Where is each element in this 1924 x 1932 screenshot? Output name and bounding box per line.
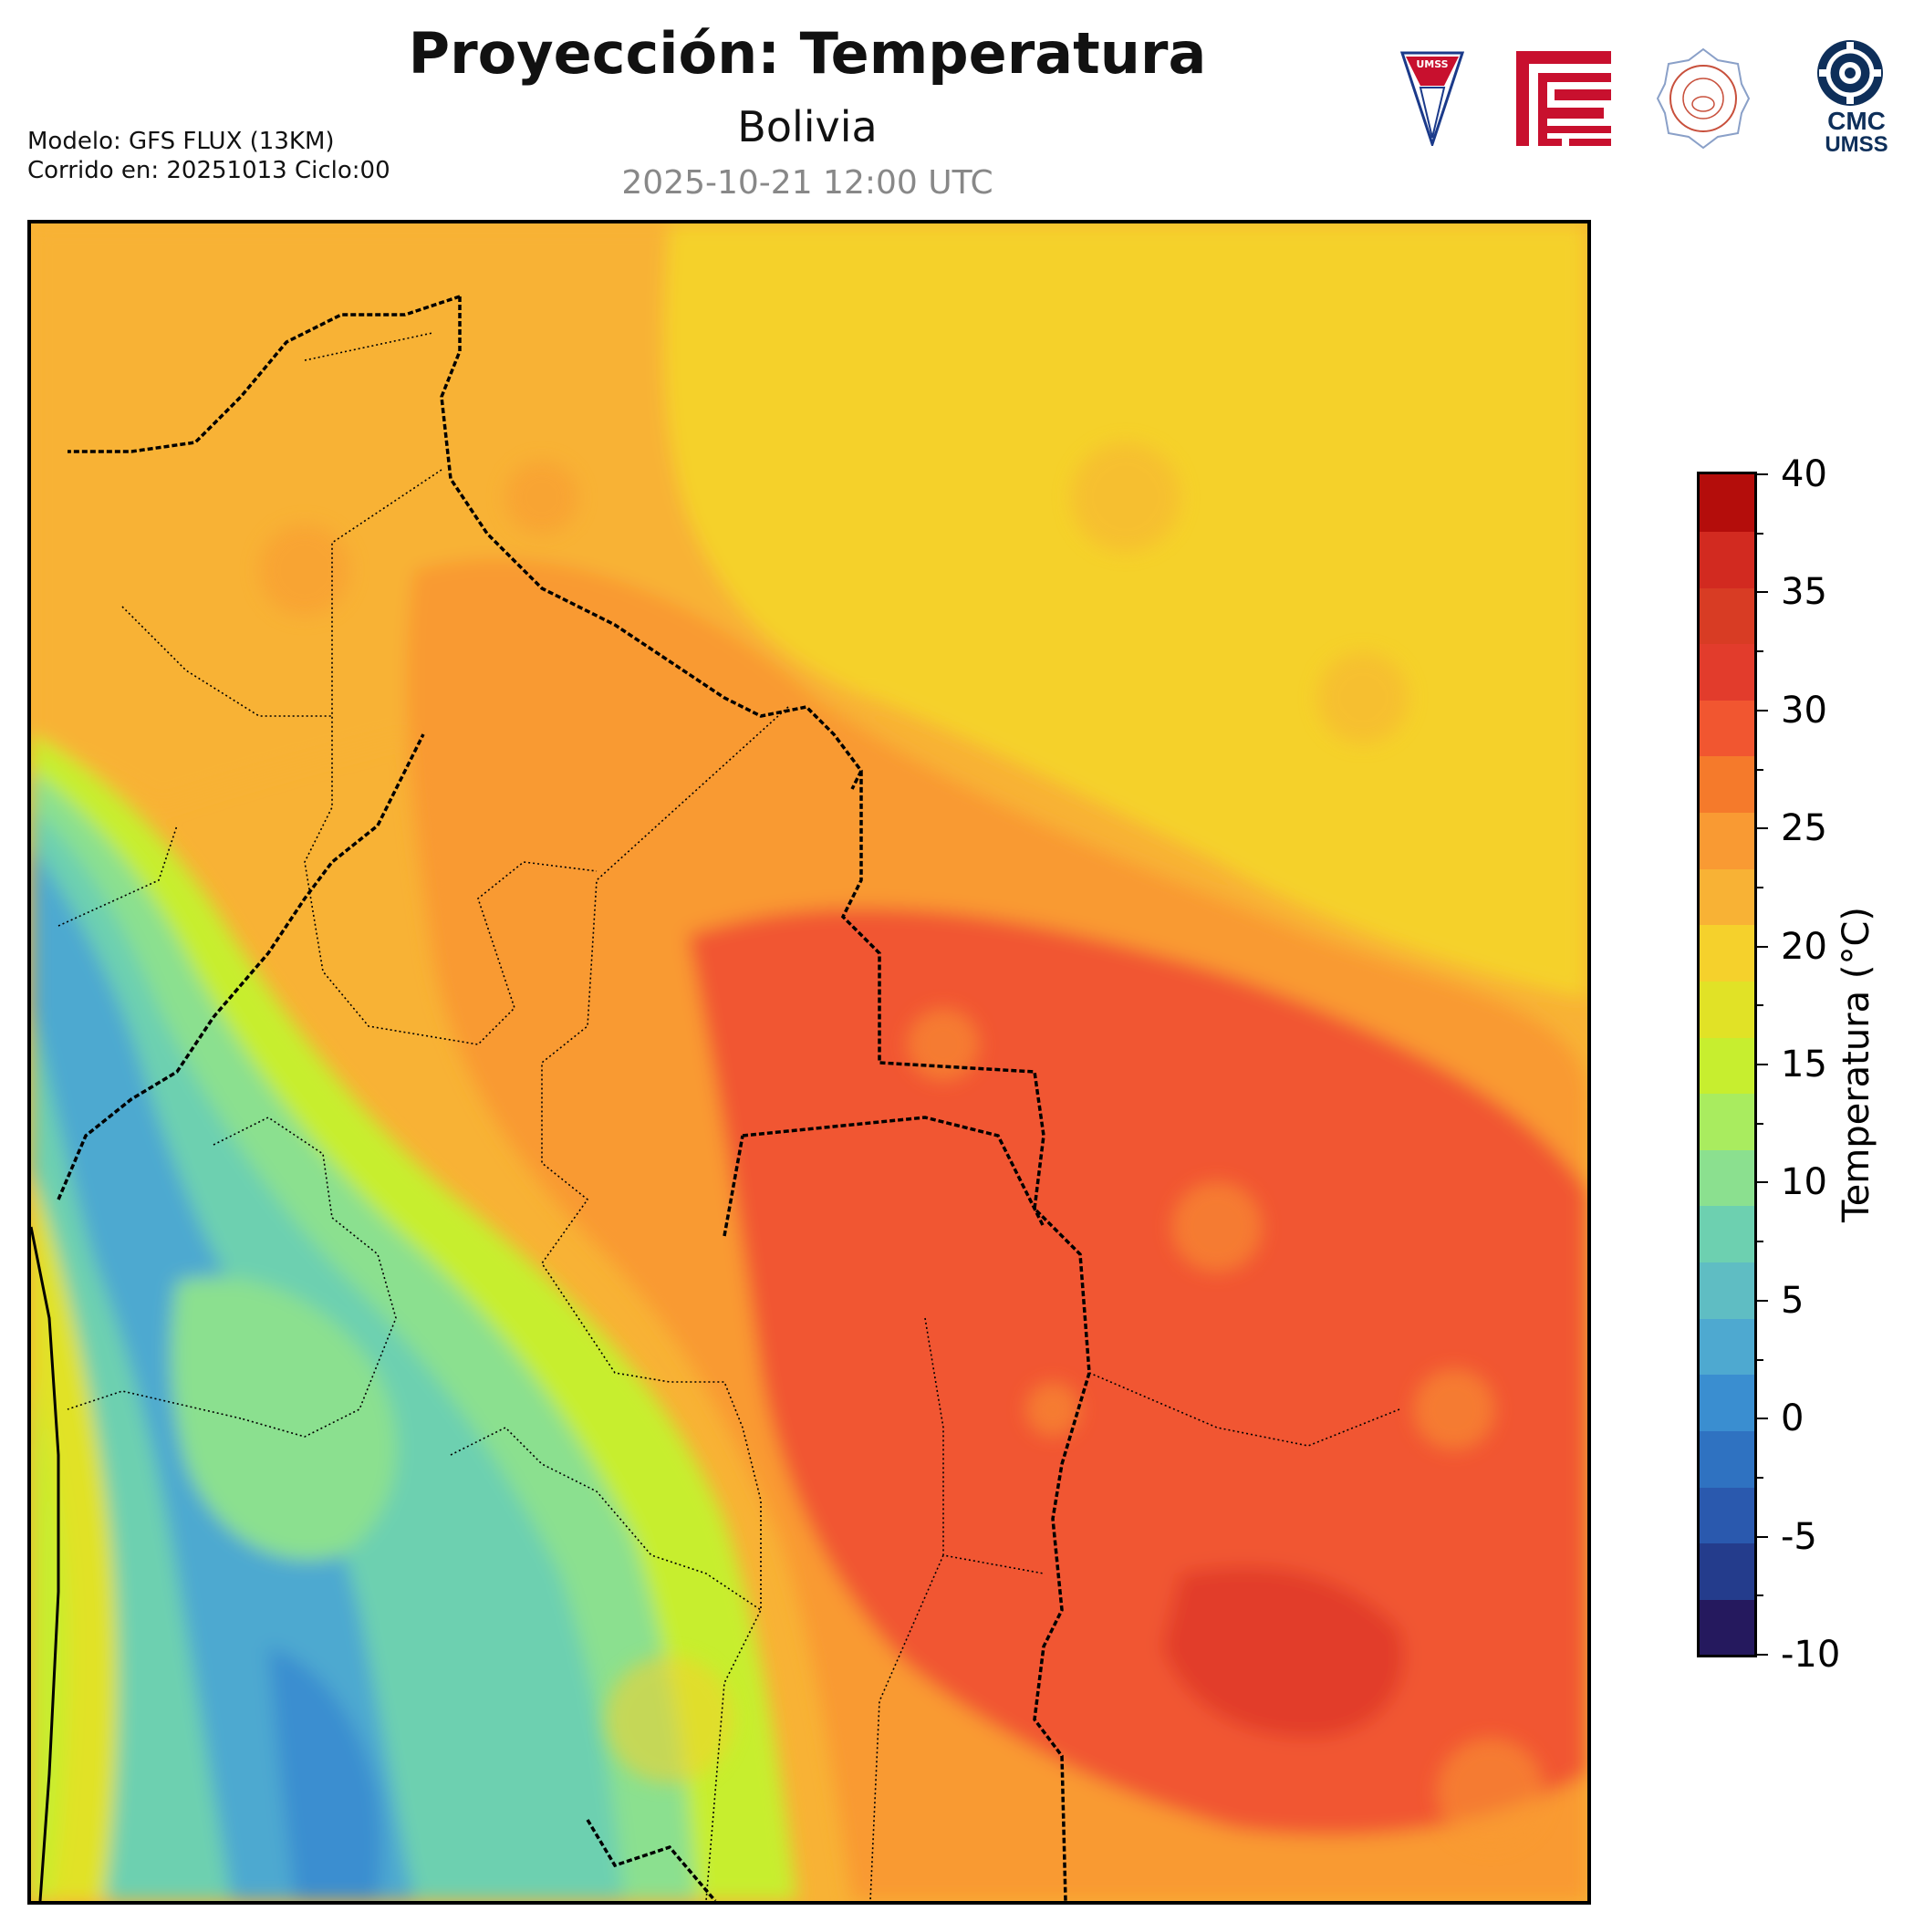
colorbar-minor-tick xyxy=(1757,1241,1763,1242)
umss-logo-text: UMSS xyxy=(1416,58,1448,70)
colorbar-tick-label: 30 xyxy=(1781,692,1827,729)
colorbar-tick xyxy=(1757,1654,1768,1656)
chart-title: Proyección: Temperatura xyxy=(0,20,1615,87)
run-label: Corrido en: 20251013 Ciclo:00 xyxy=(27,157,390,184)
colorbar-tick-label: 20 xyxy=(1781,929,1827,965)
colorbar-minor-tick xyxy=(1757,1004,1763,1006)
colorbar-band xyxy=(1700,1036,1754,1094)
colorbar-title: Temperatura (°C) xyxy=(1836,791,1877,1338)
colorbar-band xyxy=(1700,867,1754,925)
colorbar xyxy=(1697,472,1757,1657)
colorbar-tick-label: -10 xyxy=(1781,1636,1840,1673)
colorbar-tick xyxy=(1757,591,1768,593)
colorbar-band xyxy=(1700,1317,1754,1375)
colorbar-tick xyxy=(1757,1300,1768,1302)
colorbar-band xyxy=(1700,643,1754,701)
colorbar-minor-tick xyxy=(1757,650,1763,652)
umss-shield-logo: UMSS xyxy=(1400,51,1464,146)
colorbar-minor-tick xyxy=(1757,1594,1763,1596)
cmc-logo-text: CMC UMSS xyxy=(1806,109,1907,157)
temperature-field xyxy=(31,223,1587,1901)
colorbar-band xyxy=(1700,924,1754,982)
colorbar-tick-label: 35 xyxy=(1781,574,1827,610)
colorbar-tick-label: 10 xyxy=(1781,1164,1827,1200)
model-label: Modelo: GFS FLUX (13KM) xyxy=(27,128,335,155)
colorbar-tick-label: 25 xyxy=(1781,810,1827,847)
colorbar-band xyxy=(1700,531,1754,588)
colorbar-band xyxy=(1700,587,1754,644)
colorbar-band xyxy=(1700,1205,1754,1262)
physics-department-logo xyxy=(1656,47,1751,150)
colorbar-band xyxy=(1700,1486,1754,1543)
colorbar-tick xyxy=(1757,710,1768,712)
colorbar-minor-tick xyxy=(1757,887,1763,888)
colorbar-band xyxy=(1700,755,1754,813)
colorbar-band xyxy=(1700,699,1754,756)
cmc-umss-logo xyxy=(1815,38,1885,108)
colorbar-minor-tick xyxy=(1757,769,1763,771)
cmc-logo-line1: CMC xyxy=(1806,109,1907,133)
colorbar-tick-label: -5 xyxy=(1781,1519,1817,1555)
colorbar-tick xyxy=(1757,1536,1768,1538)
colorbar-tick xyxy=(1757,946,1768,948)
colorbar-tick-label: 0 xyxy=(1781,1400,1804,1437)
colorbar-minor-tick xyxy=(1757,1359,1763,1361)
colorbar-tick xyxy=(1757,1418,1768,1419)
colorbar-fill xyxy=(1700,474,1754,1655)
colorbar-band xyxy=(1700,812,1754,869)
colorbar-minor-tick xyxy=(1757,533,1763,535)
colorbar-tick-label: 40 xyxy=(1781,456,1827,493)
colorbar-tick xyxy=(1757,473,1768,475)
colorbar-tick xyxy=(1757,1064,1768,1065)
colorbar-minor-tick xyxy=(1757,1123,1763,1125)
colorbar-band xyxy=(1700,1430,1754,1488)
colorbar-band xyxy=(1700,1542,1754,1600)
colorbar-tick-label: 5 xyxy=(1781,1283,1804,1319)
colorbar-minor-tick xyxy=(1757,1477,1763,1479)
colorbar-band xyxy=(1700,1148,1754,1206)
colorbar-tick-label: 15 xyxy=(1781,1046,1827,1083)
colorbar-tick xyxy=(1757,1181,1768,1183)
colorbar-band xyxy=(1700,474,1754,532)
temperature-map xyxy=(27,220,1591,1905)
cmc-logo-line2: UMSS xyxy=(1806,133,1907,157)
colorbar-band xyxy=(1700,1598,1754,1656)
colorbar-band xyxy=(1700,1262,1754,1319)
colorbar-band xyxy=(1700,1374,1754,1431)
colorbar-band xyxy=(1700,1093,1754,1150)
colorbar-tick xyxy=(1757,827,1768,829)
colorbar-band xyxy=(1700,981,1754,1038)
faculty-logo xyxy=(1516,51,1611,146)
